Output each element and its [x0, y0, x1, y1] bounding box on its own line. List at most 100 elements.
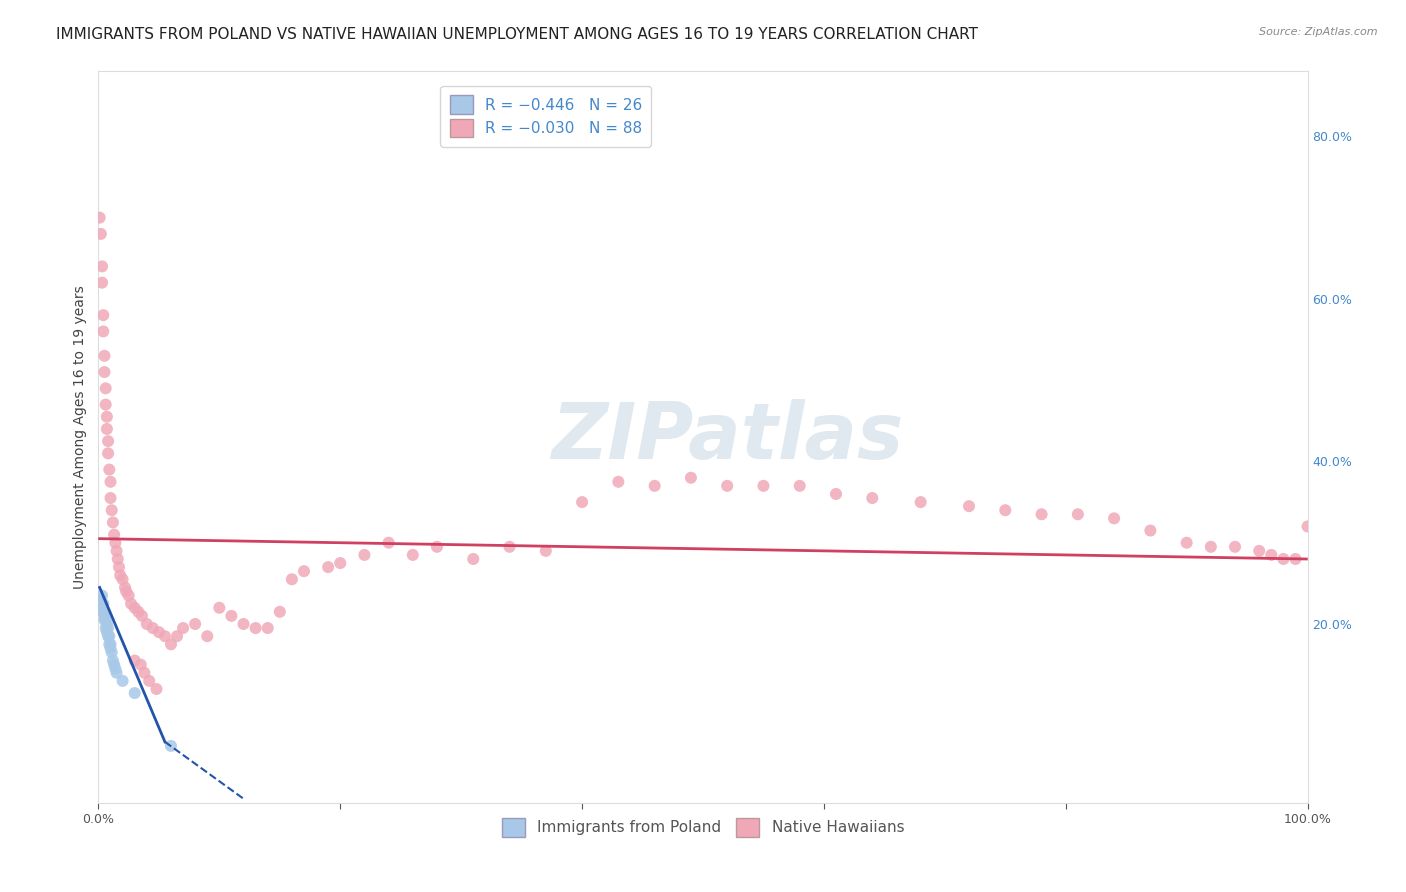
Point — [103, 657, 125, 672]
Point — [115, 584, 138, 599]
Point — [292, 564, 315, 578]
Point — [145, 681, 167, 696]
Point — [256, 621, 278, 635]
Point — [129, 657, 152, 672]
Point — [94, 621, 117, 635]
Point — [825, 487, 848, 501]
Point — [208, 600, 231, 615]
Point — [644, 479, 666, 493]
Point — [91, 605, 114, 619]
Point — [221, 608, 243, 623]
Point — [96, 422, 118, 436]
Point — [104, 662, 127, 676]
Point — [93, 608, 115, 623]
Point — [498, 540, 520, 554]
Point — [118, 589, 141, 603]
Point — [534, 544, 557, 558]
Point — [101, 516, 124, 530]
Point — [114, 581, 136, 595]
Point — [994, 503, 1017, 517]
Point — [377, 535, 399, 549]
Point — [124, 686, 146, 700]
Point — [138, 673, 160, 688]
Point — [100, 645, 122, 659]
Point — [1139, 524, 1161, 538]
Point — [1260, 548, 1282, 562]
Point — [103, 527, 125, 541]
Point — [281, 572, 304, 586]
Point — [1249, 544, 1271, 558]
Point — [127, 605, 149, 619]
Point — [98, 462, 121, 476]
Point — [97, 434, 120, 449]
Text: IMMIGRANTS FROM POLAND VS NATIVE HAWAIIAN UNEMPLOYMENT AMONG AGES 16 TO 19 YEARS: IMMIGRANTS FROM POLAND VS NATIVE HAWAIIA… — [56, 27, 979, 42]
Point — [91, 597, 114, 611]
Point — [1272, 552, 1295, 566]
Point — [91, 600, 114, 615]
Point — [1223, 540, 1246, 554]
Y-axis label: Unemployment Among Ages 16 to 19 years: Unemployment Among Ages 16 to 19 years — [73, 285, 87, 589]
Point — [1102, 511, 1125, 525]
Point — [90, 592, 112, 607]
Point — [184, 617, 207, 632]
Point — [93, 605, 115, 619]
Point — [166, 629, 188, 643]
Point — [100, 637, 122, 651]
Point — [1284, 552, 1306, 566]
Point — [105, 544, 128, 558]
Point — [111, 572, 134, 586]
Point — [97, 629, 120, 643]
Point — [679, 471, 702, 485]
Point — [957, 499, 980, 513]
Point — [124, 654, 146, 668]
Legend: Immigrants from Poland, Native Hawaiians: Immigrants from Poland, Native Hawaiians — [496, 812, 910, 843]
Point — [97, 621, 120, 635]
Point — [316, 560, 339, 574]
Point — [105, 665, 128, 680]
Point — [232, 617, 254, 632]
Point — [124, 600, 146, 615]
Point — [910, 495, 932, 509]
Point — [91, 260, 114, 274]
Point — [245, 621, 267, 635]
Point — [716, 479, 738, 493]
Point — [94, 381, 117, 395]
Point — [96, 617, 118, 632]
Point — [90, 227, 112, 241]
Point — [134, 665, 156, 680]
Point — [195, 629, 218, 643]
Point — [142, 621, 165, 635]
Point — [135, 617, 157, 632]
Point — [160, 739, 183, 753]
Point — [97, 446, 120, 460]
Point — [1031, 508, 1053, 522]
Point — [108, 560, 131, 574]
Point — [402, 548, 425, 562]
Text: Source: ZipAtlas.com: Source: ZipAtlas.com — [1260, 27, 1378, 37]
Point — [108, 568, 131, 582]
Point — [93, 613, 115, 627]
Point — [100, 491, 122, 505]
Point — [93, 365, 115, 379]
Point — [426, 540, 449, 554]
Point — [571, 495, 593, 509]
Point — [353, 548, 375, 562]
Point — [91, 325, 114, 339]
Point — [1199, 540, 1222, 554]
Point — [329, 556, 352, 570]
Point — [1296, 519, 1319, 533]
Point — [96, 625, 118, 640]
Point — [860, 491, 883, 505]
Point — [148, 625, 170, 640]
Point — [100, 641, 122, 656]
Point — [94, 398, 117, 412]
Point — [93, 349, 115, 363]
Point — [100, 503, 122, 517]
Point — [100, 475, 122, 489]
Point — [160, 637, 183, 651]
Point — [269, 605, 291, 619]
Text: ZIPatlas: ZIPatlas — [551, 399, 903, 475]
Point — [131, 608, 153, 623]
Point — [153, 629, 176, 643]
Point — [101, 654, 124, 668]
